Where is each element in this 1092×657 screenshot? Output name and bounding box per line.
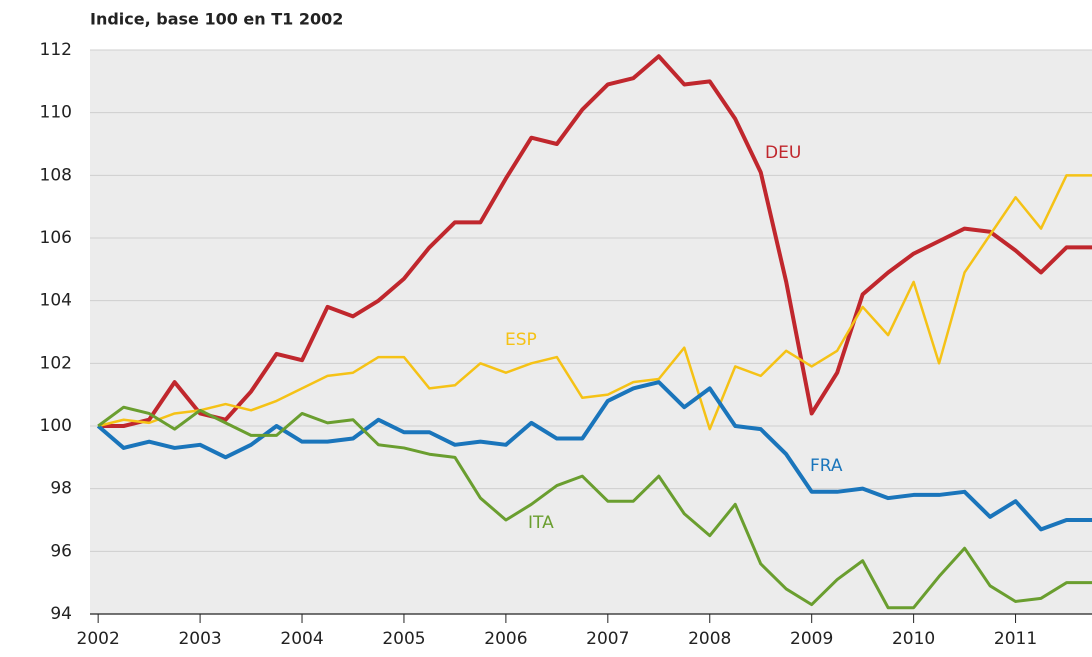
- series-label: DEU: [765, 143, 801, 163]
- series-line: [98, 54, 1092, 428]
- y-tick-label: 100: [40, 416, 72, 436]
- y-tick-label: 96: [50, 541, 72, 561]
- x-tick-label: 2008: [688, 629, 731, 649]
- y-tick-label: 94: [50, 604, 72, 624]
- y-tick-label: 102: [40, 353, 72, 373]
- x-tick-label: 2003: [178, 629, 221, 649]
- y-tick-label: 106: [40, 228, 72, 248]
- y-tick-label: 98: [50, 479, 72, 499]
- y-tick-label: 110: [40, 103, 72, 123]
- x-tick-label: 2006: [484, 629, 527, 649]
- plot-background: [90, 50, 1092, 614]
- x-tick-label: 2007: [586, 629, 629, 649]
- series-line: [97, 174, 1092, 431]
- chart-title: Indice, base 100 en T1 2002: [90, 10, 343, 29]
- x-tick-label: 2009: [790, 629, 833, 649]
- x-tick-label: 2011: [994, 629, 1037, 649]
- series-label: ESP: [505, 330, 537, 350]
- series-label: ITA: [528, 513, 554, 533]
- y-tick-label: 104: [40, 291, 72, 311]
- series-line: [97, 405, 1092, 610]
- y-tick-label: 112: [40, 40, 72, 60]
- x-tick-label: 2004: [280, 629, 323, 649]
- series-label: FRA: [810, 456, 843, 476]
- x-tick-label: 2005: [382, 629, 425, 649]
- x-tick-label: 2010: [892, 629, 935, 649]
- y-tick-label: 108: [40, 165, 72, 185]
- x-tick-label: 2002: [77, 629, 120, 649]
